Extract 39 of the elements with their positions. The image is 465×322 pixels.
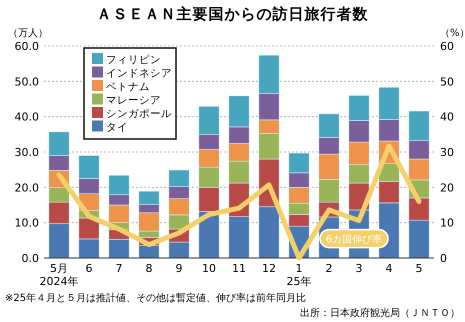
y2-tick-label: 0 xyxy=(440,252,447,265)
y-tick-label: 60.0 xyxy=(14,40,39,53)
y-tick-label: 40.0 xyxy=(14,110,39,124)
text: 出所：日本政府観光局（ＪＮＴＯ） xyxy=(300,307,460,319)
x-tick-label: 9 xyxy=(176,262,182,275)
x-tick-label: 8 xyxy=(146,262,152,275)
y-tick-label: 30.0 xyxy=(14,146,39,159)
legend-label: インドネシア xyxy=(106,68,172,80)
x-tick-label: 6 xyxy=(86,262,92,275)
y2-tick-label: 50 xyxy=(440,75,454,88)
x-tick-label: 3 xyxy=(356,262,362,275)
legend-label: フィリピン xyxy=(106,54,161,66)
x-tick-label: 7 xyxy=(116,262,122,275)
chart-title: ＡＳＥＡＮ主要国からの訪日旅行者数 xyxy=(96,5,368,23)
y-tick-label: 50.0 xyxy=(14,75,39,88)
y2-tick-label: 40 xyxy=(440,110,454,124)
x-tick-label: 12 xyxy=(262,262,276,275)
y2-tick-label: 10 xyxy=(440,216,454,230)
y2-axis-title: （%） xyxy=(440,28,465,39)
y-tick-label: 10.0 xyxy=(14,216,39,230)
x-tick-label: 5 xyxy=(416,262,422,275)
x-tick-label: 2 xyxy=(326,262,332,275)
text: ※25年４月と５月は推計値、その他は暫定値、伸び率は前年同月比 xyxy=(5,292,306,304)
y-tick-label: 20.0 xyxy=(14,181,39,194)
x-tick-label: 5月 2024年 xyxy=(40,262,78,288)
y2-tick-label: 60 xyxy=(440,40,454,53)
y-axis-title: （万人） xyxy=(8,28,48,39)
y2-tick-label: 30 xyxy=(440,146,454,159)
x-tick-label: 11 xyxy=(232,262,246,275)
y-tick-label: 0.0 xyxy=(22,252,39,265)
legend-label: マレーシア xyxy=(106,94,161,106)
x-tick-label: 1 25年 xyxy=(286,262,312,288)
legend-label: タイ xyxy=(106,122,128,134)
x-tick-label: 10 xyxy=(202,262,216,275)
x-tick-label: 4 xyxy=(386,262,392,275)
legend-label: シンガポール xyxy=(106,108,172,120)
y2-tick-label: 20 xyxy=(440,181,454,194)
legend-label: ベトナム xyxy=(106,81,150,93)
series-label: 6カ国伸び率 xyxy=(326,234,382,246)
